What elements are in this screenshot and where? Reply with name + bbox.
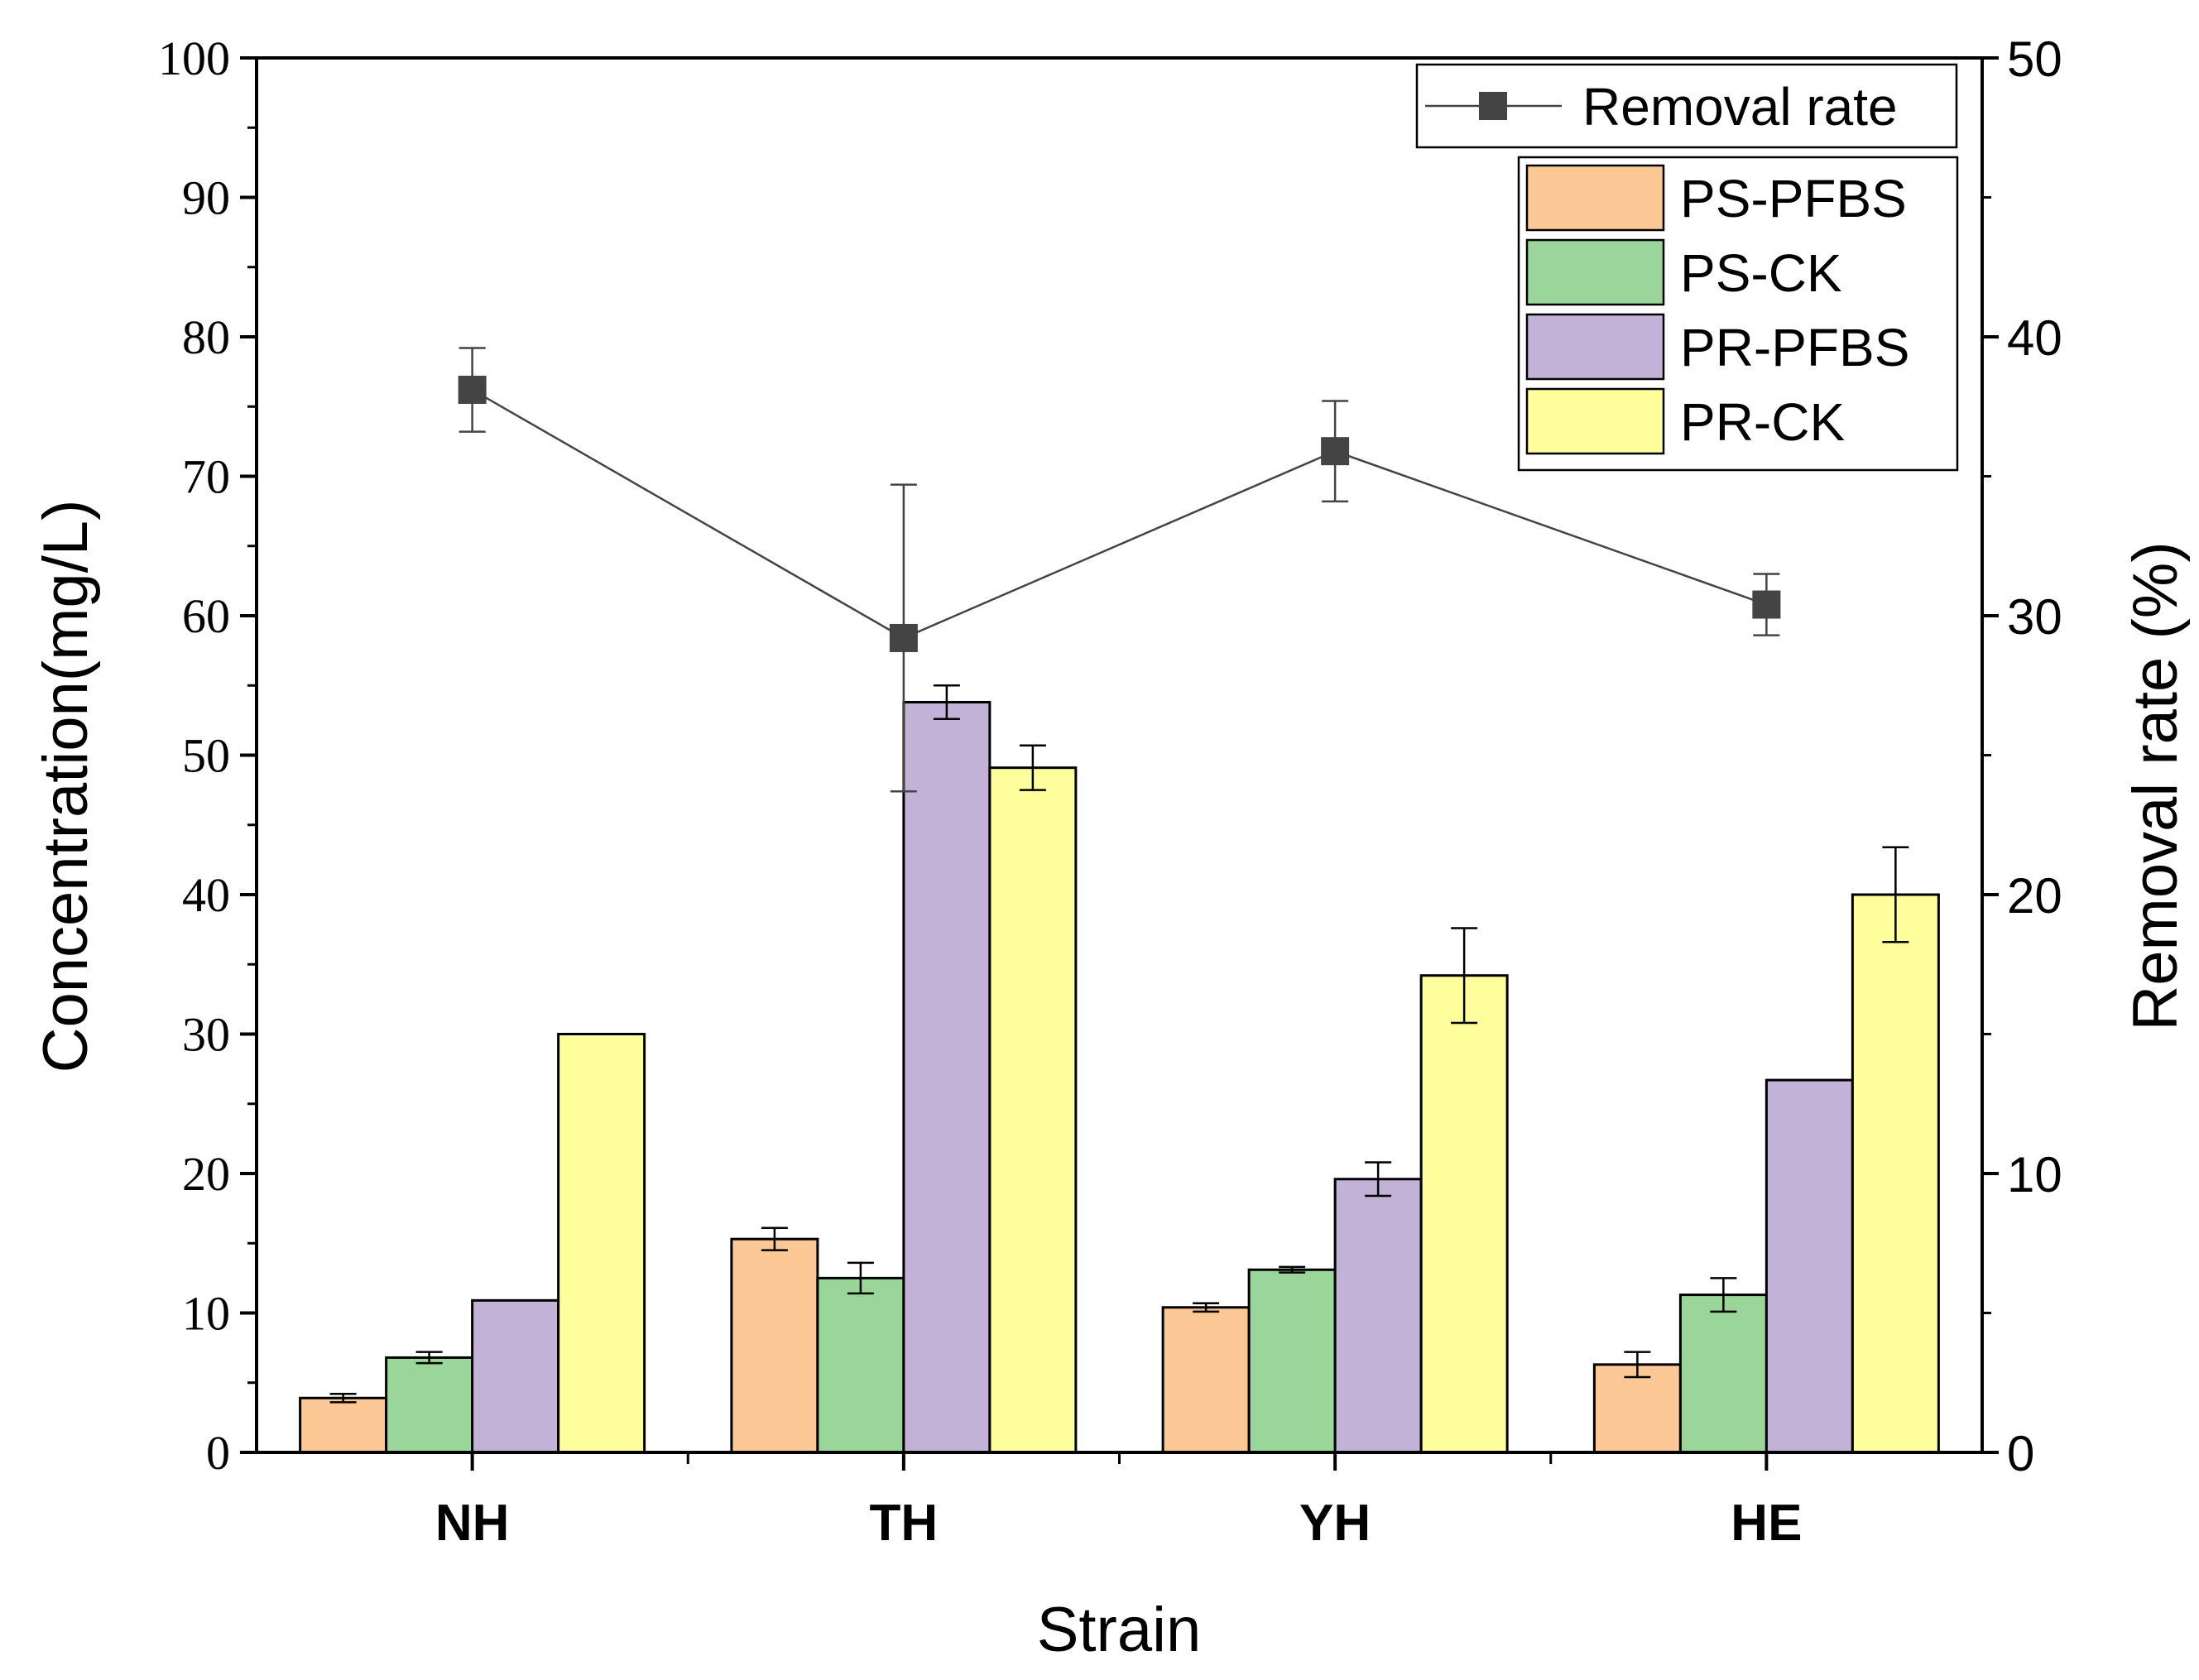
bar-pr-ck-th <box>988 766 1078 1454</box>
removal-rate-point-th <box>889 623 918 652</box>
error-bar-pr-ck-he <box>1882 846 1909 943</box>
y-left-tick-label: 90 <box>182 171 230 225</box>
bar-ps-ck-he <box>1678 1294 1768 1454</box>
legend-label-ps-ck: PS-CK <box>1680 243 1842 303</box>
y-left-tick-label: 10 <box>182 1287 230 1341</box>
error-bar-ps-ck-he <box>1710 1277 1737 1313</box>
bar-pr-pfbs-th <box>902 700 991 1454</box>
x-tick-label-yh: YH <box>1299 1495 1371 1552</box>
error-bar-ps-pfbs-nh <box>329 1392 357 1404</box>
bar-pr-ck-nh <box>557 1033 646 1454</box>
y-left-tick-label: 0 <box>206 1426 230 1480</box>
y-right-tick-label: 30 <box>2007 589 2062 645</box>
y-left-tick-label: 70 <box>182 450 230 504</box>
bar-pr-pfbs-yh <box>1333 1178 1423 1454</box>
y-left-tick-label: 80 <box>182 310 230 364</box>
legend-removal-rate-marker <box>1479 92 1507 120</box>
error-bar-pr-pfbs-th <box>933 684 960 720</box>
error-bar-pr-pfbs-yh <box>1365 1161 1392 1198</box>
y-right-tick-label: 10 <box>2007 1147 2062 1202</box>
x-tick-label-th: TH <box>870 1495 939 1552</box>
bar-ps-pfbs-yh <box>1161 1306 1251 1454</box>
bar-ps-ck-yh <box>1247 1268 1337 1454</box>
y-left-tick-label: 40 <box>182 868 230 922</box>
bars-layer <box>299 684 1940 1454</box>
legend-swatch-ps-pfbs <box>1525 164 1665 232</box>
bar-ps-pfbs-nh <box>299 1396 388 1454</box>
bar-pr-pfbs-nh <box>471 1298 560 1454</box>
error-bar-ps-ck-yh <box>1279 1265 1306 1274</box>
error-bar-pr-ck-yh <box>1451 927 1478 1025</box>
legend-swatch-pr-ck <box>1525 387 1665 455</box>
removal-rate-point-nh <box>458 376 487 405</box>
bar-ps-ck-nh <box>385 1356 474 1454</box>
y-left-tick-label: 60 <box>182 589 230 643</box>
legend-swatch-ps-ck <box>1525 238 1665 306</box>
legend-swatch-pr-pfbs <box>1525 313 1665 381</box>
legend-label-pr-ck: PR-CK <box>1680 392 1845 452</box>
removal-rate-line-layer <box>458 347 1781 793</box>
error-bar-pr-ck-th <box>1019 744 1046 791</box>
legend: Removal rate PS-PFBS PS-CK PR-PFBS PR-CK <box>1415 63 1959 472</box>
y-axis-right-title: Removal rate (%) <box>2120 541 2191 1030</box>
y-right-tick-label: 0 <box>2007 1426 2034 1481</box>
bar-ps-ck-th <box>816 1276 905 1454</box>
error-bar-ps-pfbs-he <box>1624 1351 1651 1379</box>
x-tick-label-he: HE <box>1731 1495 1802 1552</box>
removal-rate-line <box>472 388 1767 640</box>
legend-label-removal-rate: Removal rate <box>1582 77 1898 137</box>
y-right-tick-label: 20 <box>2007 868 2062 924</box>
y-left-tick-label: 30 <box>182 1008 230 1062</box>
removal-rate-point-he <box>1752 590 1781 619</box>
removal-rate-point-yh <box>1321 437 1350 466</box>
bar-ps-pfbs-th <box>730 1237 819 1454</box>
y-right-tick-label: 50 <box>2007 31 2062 87</box>
error-bar-ps-ck-th <box>847 1261 874 1295</box>
error-bar-ps-pfbs-th <box>761 1226 788 1251</box>
y-left-tick-label: 20 <box>182 1147 230 1201</box>
y-axis-title: Concentration(mg/L) <box>31 500 101 1073</box>
x-axis-title: Strain <box>1037 1595 1202 1665</box>
bar-pr-ck-he <box>1851 893 1940 1454</box>
legend-label-ps-pfbs: PS-PFBS <box>1680 169 1907 228</box>
y-right-tick-label: 40 <box>2007 310 2062 366</box>
error-bar-ps-ck-nh <box>415 1351 443 1365</box>
y-left-tick-label: 100 <box>158 31 230 85</box>
error-bar-ps-pfbs-yh <box>1193 1302 1220 1313</box>
y-left-tick-label: 50 <box>182 729 230 783</box>
bar-pr-ck-yh <box>1419 974 1509 1454</box>
legend-label-pr-pfbs: PR-PFBS <box>1680 318 1909 377</box>
x-tick-label-nh: NH <box>435 1495 510 1552</box>
axes-layer: 0 10 20 30 40 50 60 70 80 90 100 0 10 20 30 40 50 NH TH YH H… <box>158 31 2062 1552</box>
bar-pr-pfbs-he <box>1764 1078 1854 1454</box>
